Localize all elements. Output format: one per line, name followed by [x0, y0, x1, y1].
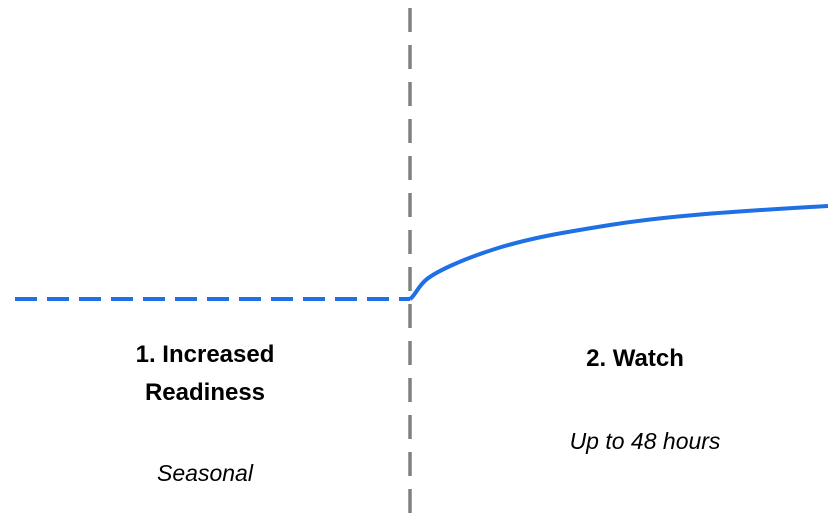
phase-1-title-line-2: Readiness	[144, 379, 266, 406]
phase-1-title: 1. Increased Readiness	[60, 336, 350, 412]
watch-curve	[408, 204, 828, 301]
phase-2-subtitle: Up to 48 hours	[569, 428, 721, 454]
phase-1-title-line-1: 1. Increased	[135, 341, 275, 368]
phase-1-subtitle: Seasonal	[157, 460, 253, 486]
phase-2-title: 2. Watch	[586, 345, 684, 372]
